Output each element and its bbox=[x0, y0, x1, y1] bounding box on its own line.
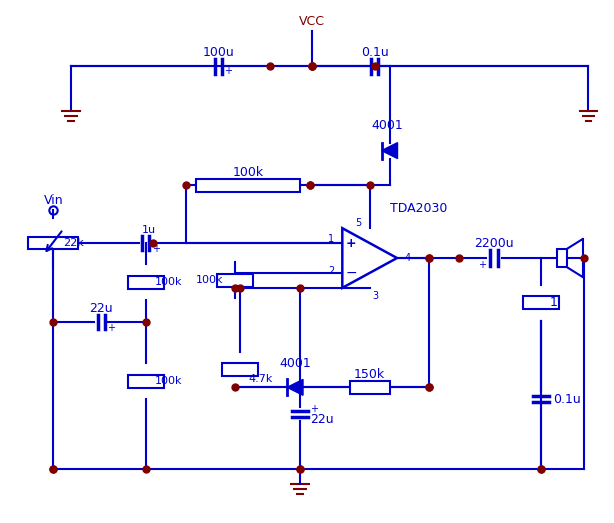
Text: 100k: 100k bbox=[155, 377, 182, 386]
Text: +: + bbox=[346, 236, 357, 249]
Text: 100k: 100k bbox=[232, 166, 263, 179]
Text: VCC: VCC bbox=[299, 15, 325, 28]
Bar bbox=[222, 363, 258, 376]
Text: 4.7k: 4.7k bbox=[248, 374, 273, 384]
Text: 2200u: 2200u bbox=[474, 236, 514, 249]
Text: 100u: 100u bbox=[203, 46, 235, 59]
Bar bbox=[217, 274, 254, 287]
Bar bbox=[557, 249, 567, 267]
Bar bbox=[196, 179, 300, 192]
Polygon shape bbox=[287, 379, 303, 395]
Text: 22u: 22u bbox=[89, 302, 113, 315]
Text: 0.1u: 0.1u bbox=[553, 393, 580, 406]
Text: 4: 4 bbox=[405, 253, 411, 263]
Text: +: + bbox=[152, 244, 160, 254]
Text: 3: 3 bbox=[373, 291, 379, 301]
Text: TDA2030: TDA2030 bbox=[389, 202, 447, 215]
Polygon shape bbox=[382, 143, 397, 158]
Bar bbox=[128, 276, 164, 289]
Text: Vin: Vin bbox=[44, 194, 63, 207]
Text: 4001: 4001 bbox=[371, 119, 403, 132]
Text: 100k: 100k bbox=[196, 276, 223, 286]
Text: 22u: 22u bbox=[310, 413, 333, 426]
Text: +: + bbox=[107, 323, 115, 333]
Text: 1: 1 bbox=[550, 297, 558, 309]
Text: 100k: 100k bbox=[155, 277, 182, 287]
Bar bbox=[350, 381, 389, 394]
Text: 22k: 22k bbox=[63, 238, 84, 248]
Text: 0.1u: 0.1u bbox=[361, 46, 389, 59]
Bar bbox=[28, 237, 78, 249]
Text: 1: 1 bbox=[328, 234, 335, 244]
Text: −: − bbox=[346, 266, 357, 280]
Bar bbox=[523, 297, 559, 309]
Text: 4001: 4001 bbox=[279, 357, 311, 370]
Bar bbox=[128, 375, 164, 388]
Text: 150k: 150k bbox=[354, 368, 385, 381]
Text: 1u: 1u bbox=[142, 225, 156, 235]
Text: +: + bbox=[225, 66, 233, 76]
Text: 5: 5 bbox=[356, 218, 362, 228]
Text: +: + bbox=[478, 260, 486, 270]
Text: 2: 2 bbox=[328, 266, 335, 276]
Text: +: + bbox=[310, 404, 318, 414]
